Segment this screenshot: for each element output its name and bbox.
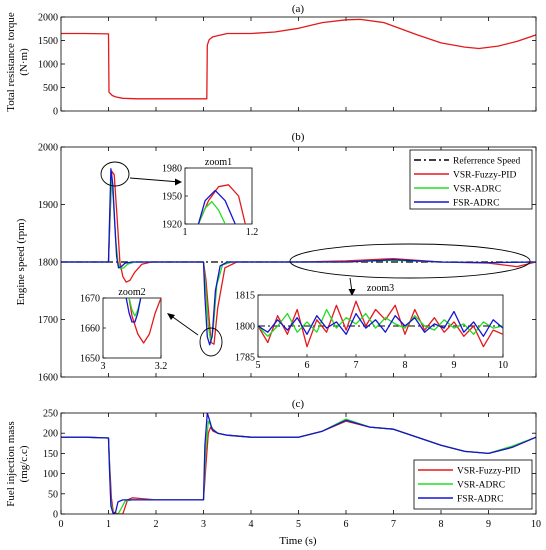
inset-series-line	[258, 310, 503, 337]
panel-c-frame	[60, 412, 537, 515]
legend-b-fuzzy: VSR-Fuzzy-PID	[453, 171, 516, 181]
inset-series-line	[258, 300, 503, 348]
panel-b-frame	[60, 146, 537, 378]
inset-ytick-label: 1920	[162, 220, 182, 231]
x-axis-label: Time (s)	[279, 535, 317, 547]
inset-ytick-label: 1800	[235, 322, 255, 333]
inset-xtick-label: 9	[452, 360, 457, 371]
xtick-label: 6	[344, 519, 349, 530]
inset-series-line	[197, 189, 236, 224]
ytick-label: 50	[48, 489, 58, 500]
ytick-label: 250	[43, 409, 58, 420]
zoom3-arrowhead	[348, 289, 356, 296]
zoom1-arrowhead	[175, 178, 182, 186]
xtick-label: 0	[59, 519, 64, 530]
legend-b-fsr-adrc: FSR-ADRC	[453, 199, 499, 209]
inset-series-line	[128, 298, 161, 344]
inset-series-line	[197, 184, 246, 224]
zoom1-circle	[100, 161, 130, 187]
ytick-label: 0	[53, 510, 58, 521]
panel-c-ylabel: Fuel injection mass	[5, 421, 17, 507]
inset-frame	[184, 167, 253, 225]
inset-series-line	[197, 200, 226, 224]
xtick-label: 8	[439, 519, 444, 530]
zoom3-ellipse	[289, 243, 531, 279]
panel-c-legend: VSR-Fuzzy-PID VSR-ADRC FSR-ADRC	[413, 459, 533, 510]
ytick-label: 1800	[38, 258, 58, 269]
inset-title: zoom2	[118, 287, 145, 298]
xtick-label: 10	[531, 519, 541, 530]
zoom1-arrow	[129, 177, 181, 183]
inset-zoom3: zoom3 1785 1800 1815 5 6 7 8 9 10	[235, 283, 508, 371]
inset-series-line	[125, 298, 142, 323]
inset-xtick-label: 8	[403, 360, 408, 371]
xtick-label: 5	[296, 519, 301, 530]
ytick-label: 1700	[38, 315, 58, 326]
inset-title: zoom3	[367, 283, 394, 294]
inset-ytick-label: 1785	[235, 353, 255, 364]
xtick-label: 2	[154, 519, 159, 530]
ytick-label: 2000	[38, 143, 58, 154]
inset-ytick-label: 1815	[235, 291, 255, 302]
panel-a-ylabel: Total resistance torque	[5, 12, 17, 112]
panel-b-ylabel: Engine speed (rpm)	[15, 218, 27, 305]
inset-zoom2: zoom2 1650 1660 1670 3 3.2	[80, 287, 167, 372]
xtick-label: 1	[106, 519, 111, 530]
panel-a-title: (a)	[292, 3, 305, 15]
inset-xtick-label: 3	[101, 361, 106, 372]
series-line-2-2	[61, 413, 536, 514]
ytick-label: 500	[43, 83, 58, 94]
ytick-label: 1500	[38, 36, 58, 47]
inset-xtick-label: 1	[183, 227, 188, 238]
legend-b-reference: Referrence Speed	[453, 156, 521, 167]
inset-zoom1: zoom1 1920 1950 1980 1 1.2	[162, 157, 258, 238]
inset-ytick-label: 1670	[80, 294, 100, 305]
panel-c-yunit: (mg/c.c)	[18, 445, 30, 482]
legend-c-fsr-adrc: FSR-ADRC	[457, 495, 503, 505]
series-line-1-3	[61, 168, 536, 346]
xtick-label: 9	[486, 519, 491, 530]
inset-xtick-label: 1.2	[246, 227, 259, 238]
inset-title: zoom1	[205, 157, 232, 168]
xtick-label: 7	[391, 519, 396, 530]
inset-ytick-label: 1660	[80, 324, 100, 335]
panel-c: (c) Fuel injection mass (mg/c.c) 0501001…	[5, 398, 541, 547]
panel-b-title: (b)	[292, 131, 305, 143]
ytick-label: 2000	[38, 13, 58, 24]
ytick-label: 150	[43, 449, 58, 460]
ytick-label: 1600	[38, 373, 58, 384]
inset-ytick-label: 1650	[80, 354, 100, 365]
panel-a-frame	[60, 16, 537, 112]
inset-series-line	[258, 308, 503, 337]
inset-frame	[102, 297, 162, 359]
legend-c-vsr-adrc: VSR-ADRC	[457, 481, 505, 491]
xtick-label: 4	[249, 519, 254, 530]
ytick-label: 0	[53, 107, 58, 118]
inset-xtick-label: 10	[498, 360, 508, 371]
series-line-0-0	[61, 18, 536, 100]
panel-b: (b) Engine speed (rpm) 1600 1700 1800 1900 2…	[15, 131, 537, 384]
panel-a: (a) Total resistance torque (N·m) 0 500 10…	[5, 3, 537, 118]
ytick-label: 1900	[38, 200, 58, 211]
legend-b-vsr-adrc: VSR-ADRC	[453, 185, 501, 195]
ytick-label: 100	[43, 469, 58, 480]
inset-xtick-label: 7	[354, 360, 359, 371]
inset-xtick-label: 3.2	[155, 361, 168, 372]
panel-a-yunit: (N·m)	[18, 48, 30, 76]
panel-b-legend: Referrence Speed VSR-Fuzzy-PID VSR-ADRC …	[409, 149, 533, 210]
panel-c-title: (c)	[292, 398, 305, 410]
zoom2-arrow	[169, 314, 199, 336]
zoom2-arrowhead	[167, 313, 175, 320]
inset-xtick-label: 6	[305, 360, 310, 371]
legend-c-fuzzy: VSR-Fuzzy-PID	[457, 467, 520, 477]
zoom2-circle	[199, 327, 223, 357]
ytick-label: 200	[43, 429, 58, 440]
xtick-label: 3	[201, 519, 206, 530]
inset-xtick-label: 5	[256, 360, 261, 371]
inset-ytick-label: 1980	[162, 164, 182, 175]
ytick-label: 1000	[38, 60, 58, 71]
inset-ytick-label: 1950	[162, 192, 182, 203]
